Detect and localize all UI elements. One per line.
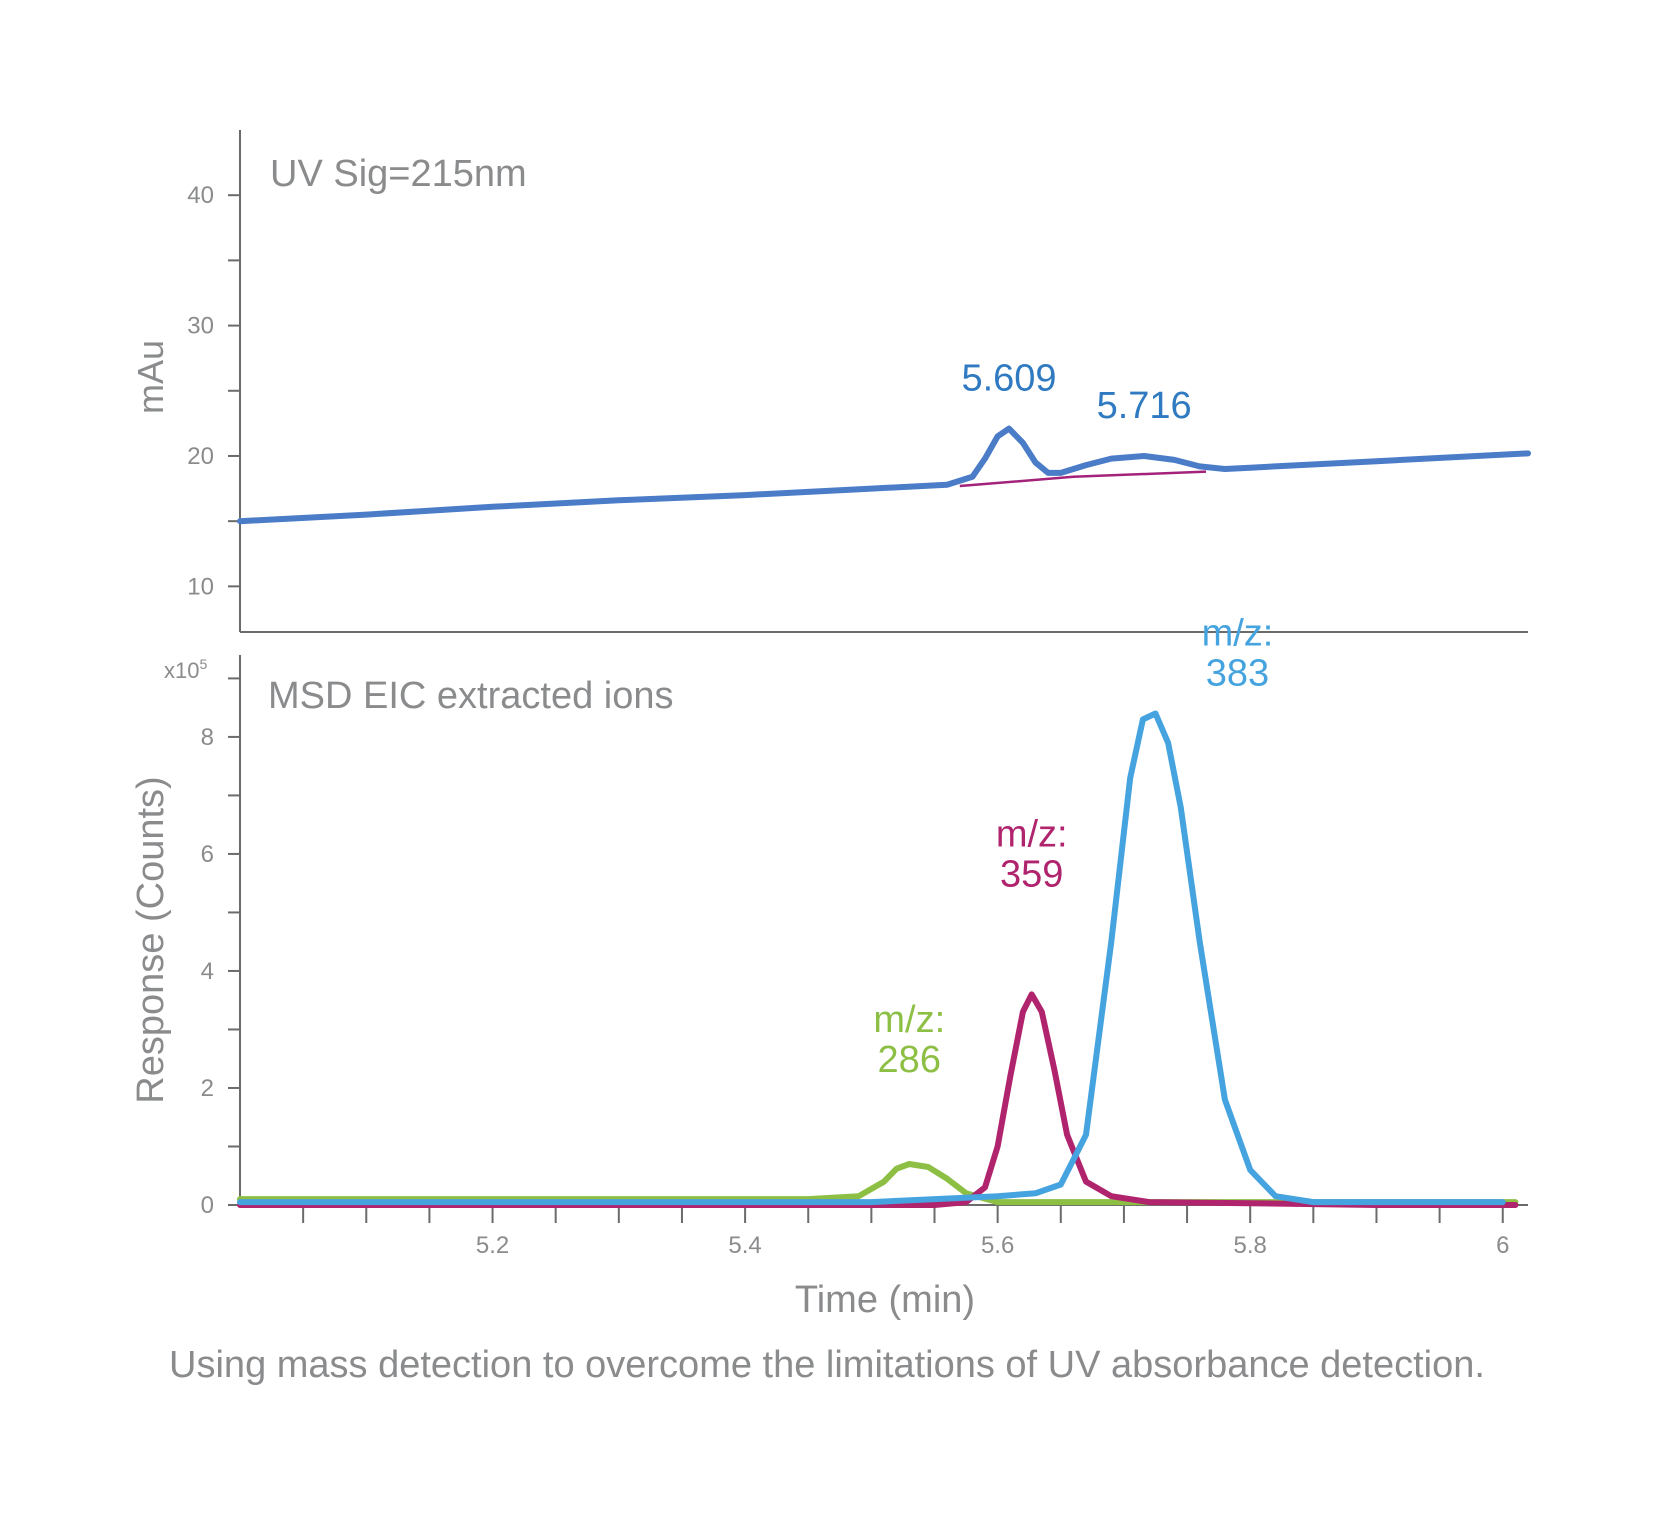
uv-y-tick-label: 30 — [187, 313, 214, 340]
msd-x-ticks: 5.2 5.4 5.6 5.8 6 — [302, 1205, 1509, 1259]
mz359-label-value: 359 — [1000, 853, 1063, 895]
x-tick-label: 5.2 — [476, 1232, 509, 1259]
mz286-label-prefix: m/z: — [873, 999, 945, 1041]
uv-peak-label-5609: 5.609 — [961, 358, 1056, 400]
x-tick-label: 6 — [1496, 1232, 1509, 1259]
uv-peak-label-5716: 5.716 — [1097, 385, 1192, 427]
msd-y-tick-label: 6 — [201, 841, 214, 868]
multiplier-exponent: 5 — [199, 656, 207, 672]
mz359-label-prefix: m/z: — [996, 813, 1068, 855]
uv-y-ticks: 10 20 30 40 — [187, 182, 240, 600]
uv-panel-title: UV Sig=215nm — [270, 153, 527, 195]
uv-baseline-line — [959, 470, 1207, 488]
mz383-label-value: 383 — [1206, 653, 1269, 695]
msd-y-tick-label: 8 — [201, 724, 214, 751]
msd-y-tick-label: 4 — [201, 958, 214, 985]
msd-panel: 0 2 4 6 8 5.2 5.4 5.6 5.8 6 MSD EIC extracted io… — [130, 613, 1528, 1321]
mz383-trace-line — [237, 710, 1506, 1206]
multiplier-base: x10 — [164, 658, 199, 683]
uv-y-tick-label: 40 — [187, 182, 214, 209]
msd-panel-title: MSD EIC extracted ions — [268, 675, 673, 717]
x-tick-label: 5.4 — [728, 1232, 761, 1259]
msd-y-tick-label: 0 — [201, 1192, 214, 1219]
figure-caption: Using mass detection to overcome the lim… — [169, 1344, 1485, 1386]
uv-trace-line — [237, 425, 1531, 525]
msd-y-multiplier: x105 — [164, 656, 207, 683]
mz359-trace-line — [237, 991, 1519, 1208]
uv-y-axis-label: mAu — [130, 340, 171, 414]
uv-panel: 10 20 30 40 UV Sig=215nm mAu 5.609 5.716 — [130, 130, 1531, 633]
mz286-label-value: 286 — [878, 1039, 941, 1081]
uv-y-tick-label: 20 — [187, 443, 214, 470]
uv-y-tick-label: 10 — [187, 573, 214, 600]
mz383-label-prefix: m/z: — [1202, 613, 1274, 655]
msd-y-ticks: 0 2 4 6 8 — [201, 677, 240, 1219]
msd-y-tick-label: 2 — [201, 1075, 214, 1102]
msd-y-axis-label: Response (Counts) — [130, 776, 172, 1103]
x-axis-label: Time (min) — [795, 1279, 975, 1321]
x-tick-label: 5.8 — [1234, 1232, 1267, 1259]
x-tick-label: 5.6 — [981, 1232, 1014, 1259]
mz286-trace-line — [237, 1161, 1519, 1206]
